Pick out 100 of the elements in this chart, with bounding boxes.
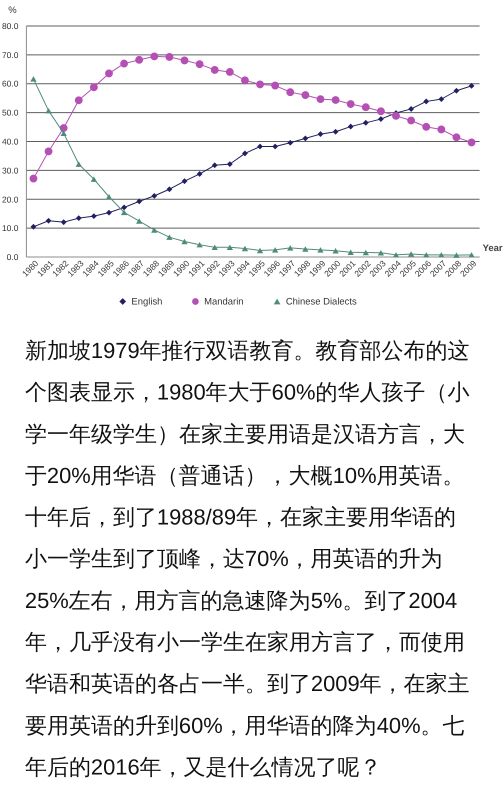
point	[452, 133, 460, 142]
y-tick-label: 10.0	[2, 223, 19, 234]
y-axis-title: %	[8, 5, 18, 16]
point	[437, 126, 446, 134]
point	[256, 80, 264, 88]
point	[45, 108, 52, 114]
point	[166, 234, 173, 240]
point	[226, 68, 234, 76]
legend-label: Chinese Dialects	[286, 296, 358, 308]
point	[316, 95, 324, 104]
point	[318, 131, 324, 137]
point	[212, 244, 218, 250]
point	[165, 53, 174, 61]
point	[332, 128, 338, 135]
point	[151, 227, 158, 233]
point	[332, 248, 339, 254]
point	[105, 70, 113, 78]
point	[46, 218, 52, 224]
point	[136, 198, 142, 204]
point	[287, 245, 294, 251]
point	[346, 100, 355, 108]
point	[182, 178, 188, 184]
point	[241, 76, 249, 84]
point	[196, 242, 203, 248]
point	[226, 244, 233, 250]
point	[302, 136, 308, 142]
point	[408, 106, 414, 112]
y-tick-label: 60.0	[2, 78, 19, 89]
point	[120, 210, 128, 216]
point	[166, 186, 172, 192]
point	[392, 112, 400, 120]
point	[212, 162, 218, 168]
point	[120, 60, 128, 68]
point	[287, 140, 294, 146]
point	[106, 194, 112, 200]
y-tick-label: 80.0	[2, 20, 19, 31]
point	[30, 224, 36, 230]
point	[362, 103, 370, 112]
text: 新加坡1979年推行双语教育。教育部公布的这个图表显示，1980年大于60%的华人孩子（小学一年级学生）在家主要用语是汉语方言，大于20%用华语（普通话），大概10%用英语。十年后，到了1988/89年，在家主要用华语的小一学生到了顶峰，达70%，用英语的升为25%左右，用方言的急速降为5%。到了2004年，几乎没有小一学生在家用方言了，而使用华语和英语的各占一半。到了2009年，在家主要用英语的升到60%，用华语的降为40%。七年后的2016年，又是什么情况了呢？	[24, 338, 470, 780]
y-tick-label: 40.0	[2, 136, 19, 146]
x-axis-title: Year	[482, 243, 503, 254]
point	[468, 138, 476, 146]
point	[136, 218, 142, 224]
point	[407, 116, 416, 124]
point	[272, 247, 278, 253]
point	[408, 251, 414, 257]
point	[256, 248, 264, 254]
y-tick-label: 50.0	[2, 108, 19, 118]
point	[210, 66, 219, 74]
point	[226, 161, 233, 168]
point	[438, 252, 444, 258]
point	[135, 56, 144, 64]
point	[392, 252, 400, 258]
point	[60, 130, 67, 136]
point	[272, 144, 278, 150]
point	[362, 250, 369, 256]
point	[90, 176, 98, 182]
point	[242, 246, 248, 252]
point	[454, 88, 460, 94]
point	[121, 204, 127, 210]
point	[376, 107, 385, 116]
point	[196, 171, 203, 177]
point	[90, 213, 97, 220]
point	[196, 60, 204, 68]
point	[302, 246, 309, 252]
point	[348, 249, 354, 255]
y-tick-label: 20.0	[2, 194, 19, 204]
point	[74, 96, 83, 104]
point	[44, 147, 52, 156]
point	[76, 215, 82, 222]
point	[422, 122, 430, 131]
point	[423, 252, 430, 258]
legend-label: Mandarin	[204, 296, 244, 308]
point	[180, 56, 188, 64]
point	[286, 88, 294, 96]
point	[257, 144, 263, 150]
y-tick-label: 70.0	[2, 50, 19, 60]
point	[301, 91, 310, 99]
point	[90, 83, 98, 92]
legend-label: English	[131, 296, 162, 308]
point	[150, 52, 158, 60]
point	[242, 150, 248, 156]
point	[317, 247, 324, 253]
point	[362, 120, 369, 126]
point	[348, 124, 354, 130]
point	[438, 96, 444, 102]
point	[30, 76, 37, 82]
point	[76, 161, 82, 167]
point	[468, 252, 475, 258]
point	[378, 250, 384, 256]
point	[423, 98, 430, 104]
point	[30, 174, 38, 182]
point	[271, 82, 280, 90]
point	[378, 116, 384, 122]
point	[106, 210, 112, 216]
point	[332, 96, 340, 104]
point	[60, 219, 67, 226]
y-tick-label: 0.0	[6, 252, 19, 262]
point	[151, 192, 158, 199]
point	[468, 82, 474, 89]
